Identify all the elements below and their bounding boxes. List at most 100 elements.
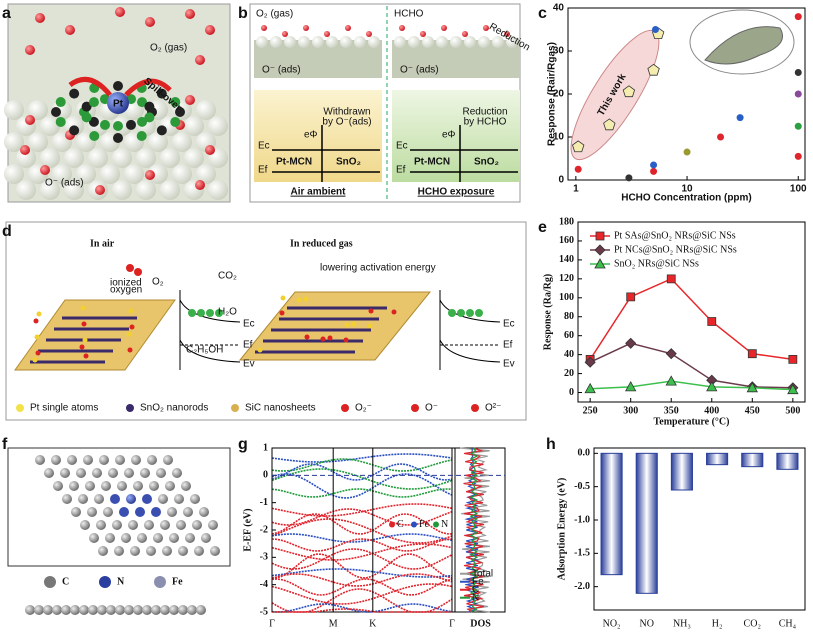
surface-atom [127,347,133,353]
legend-entry: Pt single atoms [30,403,98,414]
caption: HCHO exposure [418,187,495,198]
ethanol-label: C₂H₅OH [186,345,223,356]
surface-atom [136,148,156,168]
pt-mcn-label: Pt-MCN [414,157,450,168]
electron [215,309,223,317]
level-label: Ec [503,319,515,330]
legend-entry: Fe [172,576,183,587]
surface-atom [34,334,40,340]
y-tick-label: 0 [263,470,268,481]
point [746,381,758,393]
electron [448,309,456,317]
lattice-atom [94,494,104,504]
y-tick-label: -1.0 [574,514,590,525]
y-axis-label: Adsorption Energy (eV) [556,478,567,581]
lattice-atom [151,507,161,517]
side-atom [43,605,53,615]
lattice-atom [115,455,125,465]
x-tick-label: Γ [269,618,275,629]
side-atom [169,605,179,615]
lattice-atom [51,455,61,465]
y-tick-label: -1.5 [574,548,590,559]
surface-atom [391,309,397,315]
y-tick-label: -5 [260,606,268,617]
surface-atom [83,353,89,359]
surface-atom [354,36,366,48]
lattice-atom [190,494,200,504]
lattice-atom [35,455,45,465]
surface-atom [40,180,60,200]
graphene-atom [88,97,99,108]
surface-atom [506,36,518,48]
ec-label: Ec [258,141,270,152]
y-tick-label: 40 [564,349,574,360]
graphene-atom [89,131,100,142]
legend-swatch [99,576,111,588]
y-tick-label: 120 [559,273,574,284]
y-tick-label: 160 [559,235,574,246]
lattice-atom [153,533,163,543]
oxygen [399,25,405,31]
lattice-atom [124,468,134,478]
surface-atom [344,322,350,328]
dos-curve [469,447,479,613]
pt-atom [107,92,129,114]
point [794,122,802,130]
pt-mcn-label: Pt-MCN [276,157,312,168]
side-atom [196,605,206,615]
note: Reduction [462,107,507,118]
electron [457,309,465,317]
point [572,140,585,153]
surface-atom [28,132,48,152]
lattice-atom [210,546,220,556]
point [794,69,802,76]
lattice-atom [144,520,154,530]
lattice-atom [53,481,63,491]
level-label: Ef [503,340,513,351]
surface-atom [36,311,42,317]
lattice-atom [142,494,152,504]
side-atom [124,605,134,615]
oxygen [345,25,351,31]
lattice-atom [85,481,95,491]
point [625,381,637,392]
gas-label: O₂ (gas) [150,43,187,54]
panel-label: a [2,5,11,22]
o2 [126,264,134,272]
legend-entry: SnO₂ nanorods [140,403,208,414]
x-tick-label: NO₂ [603,618,621,629]
lattice-atom [146,546,156,556]
lattice-atom [92,468,102,478]
y-axis-label: Response (Rair/Rgas) [547,42,558,146]
lattice-atom [156,468,166,478]
side-atom [52,605,62,615]
panel-label: e [538,219,547,236]
oxygen [195,180,205,190]
surface-atom [100,164,120,184]
x-tick-label: CO₂ [744,618,761,629]
y-tick-label: -2 [260,524,268,535]
ionized-label: oxygen [110,285,142,296]
surface-atom [208,180,228,200]
legend-entry: C [472,584,479,595]
surface-atom [270,36,282,48]
point [625,174,633,182]
graphene-atom [126,119,137,130]
spill-arrow [124,78,172,97]
lattice-atom [67,455,77,465]
lattice-atom [194,546,204,556]
point [651,26,659,33]
lattice-atom [103,507,113,517]
lattice-atom [99,455,109,465]
point [647,63,660,76]
legend-swatch [411,404,419,412]
point [665,375,677,386]
graphene-atom [156,125,167,136]
lattice-atom [114,546,124,556]
plot-frame [577,221,806,403]
surface-atom [257,347,263,353]
surface-atom [64,148,84,168]
point [594,244,606,256]
lattice-atom [181,481,191,491]
